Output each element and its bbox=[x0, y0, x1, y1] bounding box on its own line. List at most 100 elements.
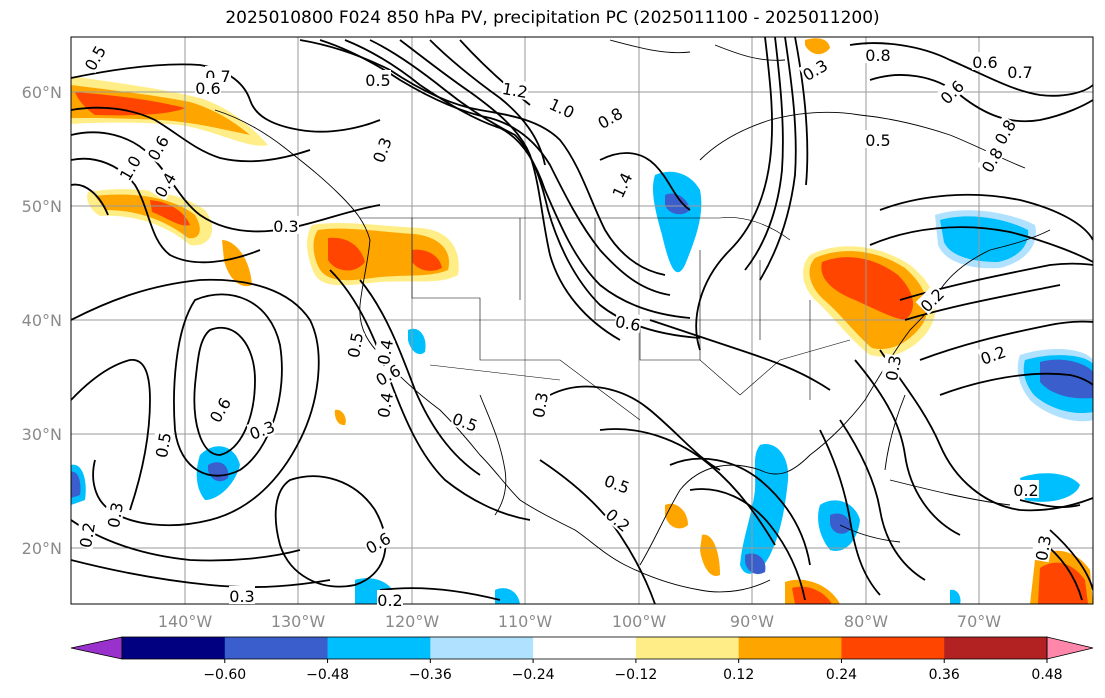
lat-label-40n: 40°N bbox=[22, 311, 62, 330]
precip-negative-area bbox=[665, 193, 690, 215]
contour-label: 0.3 bbox=[102, 500, 127, 529]
contour-label-text: 0.5 bbox=[365, 71, 390, 90]
lat-label-30n: 30°N bbox=[22, 425, 62, 444]
longitude-labels: 140°W 130°W 120°W 110°W 100°W 90°W 80°W … bbox=[158, 612, 1001, 631]
precip-positive-area bbox=[334, 409, 346, 426]
precip-positive-area bbox=[665, 503, 688, 529]
colorbar-tick-label: −0.60 bbox=[203, 667, 246, 683]
contour-label-text: 0.4 bbox=[374, 338, 397, 366]
lon-label-140w: 140°W bbox=[158, 612, 213, 631]
colorbar-segment bbox=[224, 637, 329, 659]
contour-label-text: 0.6 bbox=[195, 79, 220, 98]
contour-label: 0.3 bbox=[527, 390, 552, 419]
contour-label-text: 0.6 bbox=[972, 53, 997, 72]
contour-label: 0.3 bbox=[229, 586, 255, 606]
contour-label-text: 0.4 bbox=[374, 391, 397, 419]
contour-label: 0.2 bbox=[377, 590, 403, 610]
lon-label-70w: 70°W bbox=[957, 612, 1001, 631]
colorbar-segment bbox=[122, 637, 226, 659]
precipitation-shading bbox=[71, 38, 1093, 604]
contour-label: 0.5 bbox=[865, 130, 891, 150]
precip-negative-area bbox=[745, 553, 766, 575]
contour-label: 1.2 bbox=[501, 77, 530, 102]
colorbar-tick-label: 0.36 bbox=[929, 667, 960, 683]
contour-label: 0.7 bbox=[1007, 62, 1033, 82]
contour-label: 0.6 bbox=[195, 78, 221, 98]
lat-label-60n: 60°N bbox=[22, 83, 62, 102]
contour-label-text: 0.5 bbox=[152, 431, 175, 459]
contour-label: 0.5 bbox=[342, 330, 367, 359]
contour-label-text: 0.8 bbox=[865, 46, 890, 65]
contour-label: 0.6 bbox=[614, 310, 643, 335]
contour-label: 0.8 bbox=[865, 45, 891, 65]
colorbar-tick-label: 0.24 bbox=[826, 667, 857, 683]
contour-label-text: 0.5 bbox=[865, 131, 890, 150]
precip-positive-area bbox=[412, 249, 442, 271]
lon-label-100w: 100°W bbox=[612, 612, 667, 631]
precip-negative-area bbox=[495, 588, 520, 604]
contour-label-text: 0.2 bbox=[377, 591, 402, 610]
contour-label: 0.5 bbox=[365, 70, 391, 90]
lat-label-50n: 50°N bbox=[22, 197, 62, 216]
contour-label: 0.2 bbox=[1013, 480, 1039, 500]
precip-positive-area bbox=[805, 38, 830, 55]
precip-negative-area bbox=[950, 589, 961, 604]
precip-positive-area bbox=[1038, 562, 1088, 604]
political-borders bbox=[360, 217, 851, 421]
colorbar-tick-label: 0.12 bbox=[723, 667, 754, 683]
latitude-labels: 60°N 50°N 40°N 30°N 20°N bbox=[22, 83, 62, 558]
colorbar-arrow-high bbox=[1046, 636, 1094, 660]
contour-label: 0.6 bbox=[972, 52, 998, 72]
contour-label-text: 0.3 bbox=[529, 391, 552, 419]
contour-label-text: 0.6 bbox=[614, 312, 642, 335]
contour-label: 0.5 bbox=[150, 430, 175, 459]
lon-label-80w: 80°W bbox=[844, 612, 888, 631]
precip-negative-area bbox=[830, 513, 851, 534]
colorbar-tick-label: −0.24 bbox=[512, 667, 555, 683]
contour-label-text: 0.3 bbox=[229, 587, 254, 606]
precip-positive-area bbox=[75, 92, 185, 116]
contour-label-text: 0.2 bbox=[76, 521, 99, 549]
colorbar-tick-label: −0.36 bbox=[409, 667, 452, 683]
contour-label: 0.3 bbox=[880, 353, 905, 382]
contour-label-text: 0.3 bbox=[104, 501, 127, 529]
lat-label-20n: 20°N bbox=[22, 539, 62, 558]
colorbar-segment bbox=[430, 637, 534, 659]
contour-label-text: 0.3 bbox=[273, 217, 298, 236]
precip-negative-area bbox=[71, 471, 81, 498]
contour-label: 0.3 bbox=[1030, 533, 1055, 562]
precip-positive-area bbox=[792, 586, 832, 604]
colorbar-tick-label: −0.12 bbox=[614, 667, 657, 683]
colorbar-arrow-low bbox=[70, 636, 123, 660]
lon-label-110w: 110°W bbox=[498, 612, 553, 631]
contour-label-text: 0.3 bbox=[1032, 534, 1055, 562]
contour-label-text: 0.5 bbox=[344, 331, 367, 359]
contour-label: 0.3 bbox=[273, 216, 299, 236]
colorbar-segment bbox=[533, 637, 637, 659]
precip-positive-area bbox=[821, 257, 914, 320]
colorbar-tick-label: 0.48 bbox=[1031, 667, 1062, 683]
colorbar-segment bbox=[635, 637, 740, 659]
precip-positive-area bbox=[700, 534, 720, 576]
colorbar-segment bbox=[841, 637, 945, 659]
colorbar-segment bbox=[944, 637, 1048, 659]
contour-label-text: 0.3 bbox=[882, 354, 905, 382]
colorbar: −0.60 −0.48 −0.36 −0.24 −0.12 0.12 0.24 0.36 0.4… bbox=[70, 636, 1094, 683]
colorbar-tick-label: −0.48 bbox=[306, 667, 349, 683]
lon-label-130w: 130°W bbox=[271, 612, 326, 631]
contour-label-text: 0.2 bbox=[1013, 481, 1038, 500]
contour-label: 0.2 bbox=[74, 520, 99, 549]
colorbar-segment bbox=[738, 637, 842, 659]
contour-label-text: 0.7 bbox=[1007, 63, 1032, 82]
precip-positive-area bbox=[222, 240, 252, 287]
precip-negative-area bbox=[1040, 359, 1093, 399]
contour-label: 0.4 bbox=[372, 337, 397, 366]
lon-label-120w: 120°W bbox=[385, 612, 440, 631]
colorbar-segment bbox=[327, 637, 431, 659]
contour-label-text: 1.2 bbox=[501, 79, 529, 102]
contour-label: 0.4 bbox=[372, 390, 397, 419]
lon-label-90w: 90°W bbox=[730, 612, 774, 631]
map-title: 2025010800 F024 850 hPa PV, precipitatio… bbox=[225, 8, 880, 28]
precip-positive-area bbox=[328, 237, 365, 271]
